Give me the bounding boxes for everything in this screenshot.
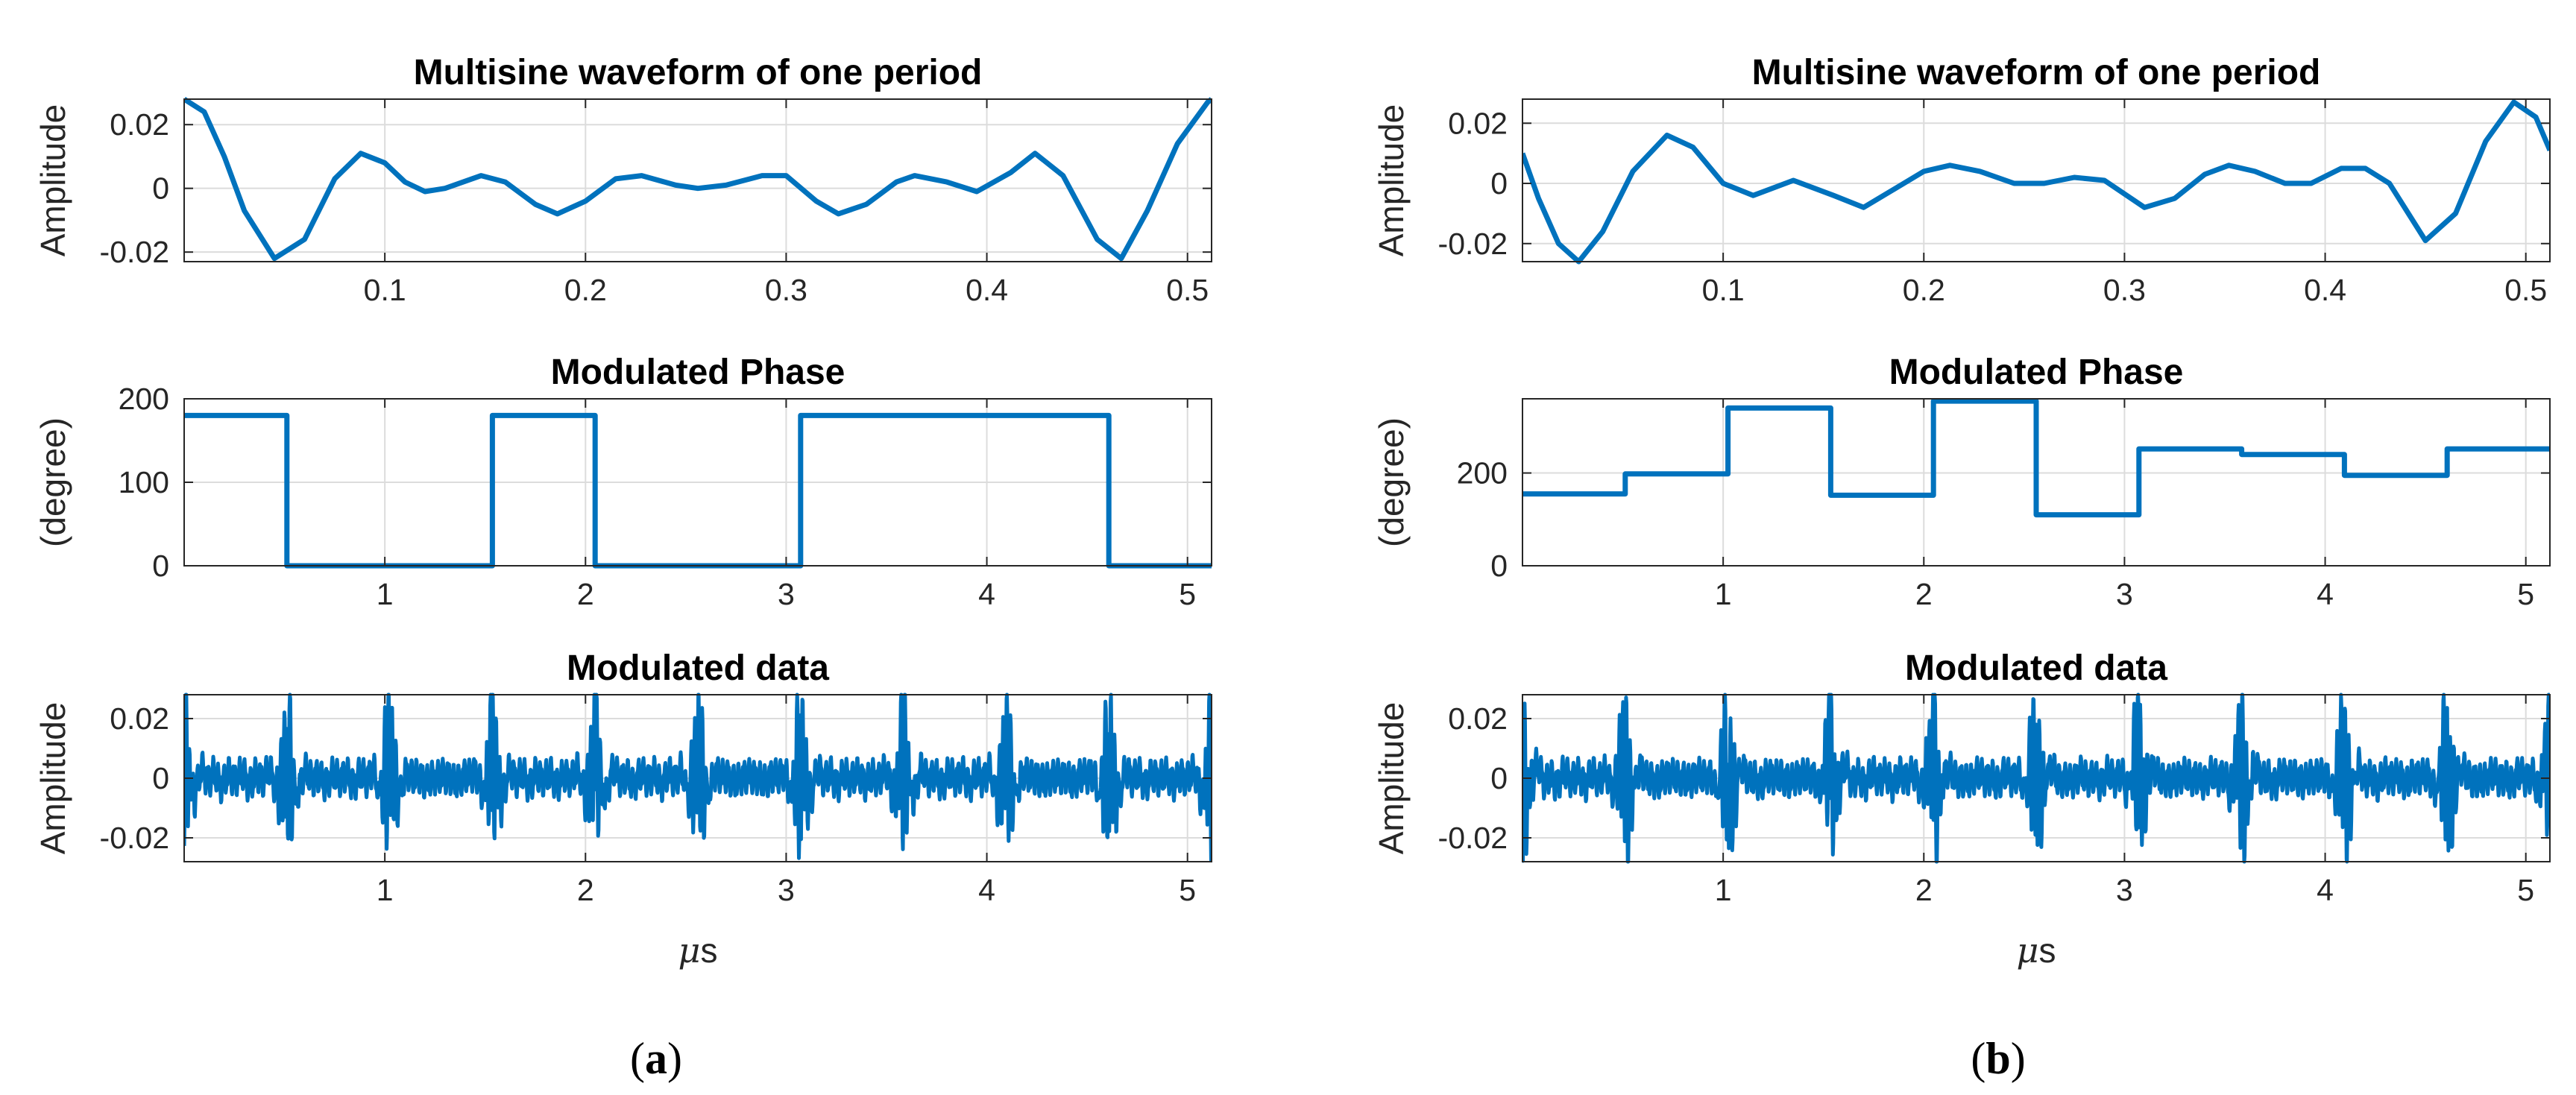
y-tick-label: 100 [119,465,169,499]
b-waveform-plot: 0.1 0.2 0.3 0.4 0.5 -0.02 0 0.02 Multisine wavef… [1372,53,2551,307]
y-tick-label: -0.02 [1438,821,1508,855]
x-tick-label: 0.3 [2103,273,2146,307]
x-tick-label: 5 [1179,577,1196,611]
x-tick-label: 4 [2317,577,2334,611]
y-tick-label: 0 [1490,166,1508,201]
x-axis-label: μs [2017,930,2056,971]
x-tick-label: 2 [1915,873,1933,907]
x-tick-label: 2 [577,873,594,907]
a-phase-plot: 1 2 3 4 5 0 100 200 Modulated Phase (degree) [34,353,1212,611]
x-tick-label: 0.1 [364,273,406,307]
x-tick-label: 3 [2116,873,2133,907]
panel-label-b: (b) [1971,1034,2025,1083]
plot-area [184,99,1212,262]
x-axis-label: μs [678,930,718,971]
x-tick-label: 1 [1715,873,1732,907]
axes-frame [1522,398,2551,567]
x-tick-label: 3 [778,873,795,907]
x-tick-label: 4 [978,873,995,907]
y-tick-label: 0 [152,171,169,206]
axes-frame [183,98,1212,262]
x-tick-label: 0.2 [564,273,607,307]
x-tick-label: 1 [1715,577,1732,611]
y-axis-label: Amplitude [34,104,72,257]
y-axis-label: (degree) [34,417,72,547]
x-tick-label: 1 [377,577,394,611]
x-tick-label: 2 [1915,577,1933,611]
x-tick-label: 0.1 [1702,273,1745,307]
y-tick-label: 0.02 [1448,106,1508,140]
series-line-waveform [1522,99,2550,265]
plot-title: Modulated Phase [551,353,845,392]
series-line-modulated [1522,692,2550,864]
b-data-plot: 1 2 3 4 5 -0.02 0 0.02 Modulated data Amplitude μs [1372,649,2551,971]
series-line-phase [184,412,1212,569]
y-tick-label: 0.02 [110,107,169,142]
x-tick-label: 5 [1179,873,1196,907]
panel-label-a: (a) [630,1034,682,1083]
x-tick-label: 5 [2517,873,2534,907]
plot-title: Multisine waveform of one period [414,53,983,92]
x-tick-label: 3 [778,577,795,611]
y-tick-label: 0 [1490,549,1508,583]
x-tick-label: 3 [2116,577,2133,611]
x-tick-label: 4 [978,577,995,611]
x-tick-label: 0.5 [1166,273,1209,307]
y-tick-label: 200 [119,382,169,416]
a-data-plot: 1 2 3 4 5 -0.02 0 0.02 Modulated data Amplitude μs [34,649,1212,971]
y-axis-label: Amplitude [1372,702,1411,855]
y-tick-label: 0.02 [110,701,169,736]
series-line-phase [1522,398,2550,518]
plot-area [1522,99,2550,262]
y-axis-label: Amplitude [34,702,72,855]
plot-title: Modulated data [567,649,829,688]
x-tick-label: 0.4 [966,273,1008,307]
y-axis-label: (degree) [1372,417,1411,547]
plot-title: Modulated Phase [1889,353,2184,392]
series-line-modulated [184,692,1212,862]
y-tick-label: 0 [1490,761,1508,795]
y-tick-label: 0.02 [1448,701,1508,736]
plot-title: Modulated data [1905,649,2167,688]
x-tick-label: 0.3 [765,273,807,307]
x-tick-label: 5 [2517,577,2534,611]
y-tick-label: 0 [152,761,169,795]
y-axis-label: Amplitude [1372,104,1411,257]
y-tick-label: 0 [152,549,169,583]
b-phase-plot: 1 2 3 4 5 0 200 Modulated Phase (degree) [1372,353,2551,611]
x-tick-label: 0.5 [2504,273,2547,307]
x-tick-label: 0.2 [1903,273,1945,307]
x-tick-label: 4 [2317,873,2334,907]
y-tick-label: -0.02 [1438,227,1508,261]
axes-frame [1522,98,2551,262]
x-tick-label: 2 [577,577,594,611]
a-waveform-plot: 0.1 0.2 0.3 0.4 0.5 -0.02 0 0.02 Multisine wavef… [34,53,1212,307]
x-tick-label: 0.4 [2304,273,2346,307]
y-tick-label: -0.02 [100,235,169,269]
plot-title: Multisine waveform of one period [1752,53,2321,92]
y-tick-label: 200 [1457,456,1508,490]
series-line-waveform [184,97,1212,262]
y-tick-label: -0.02 [100,821,169,855]
x-tick-label: 1 [377,873,394,907]
